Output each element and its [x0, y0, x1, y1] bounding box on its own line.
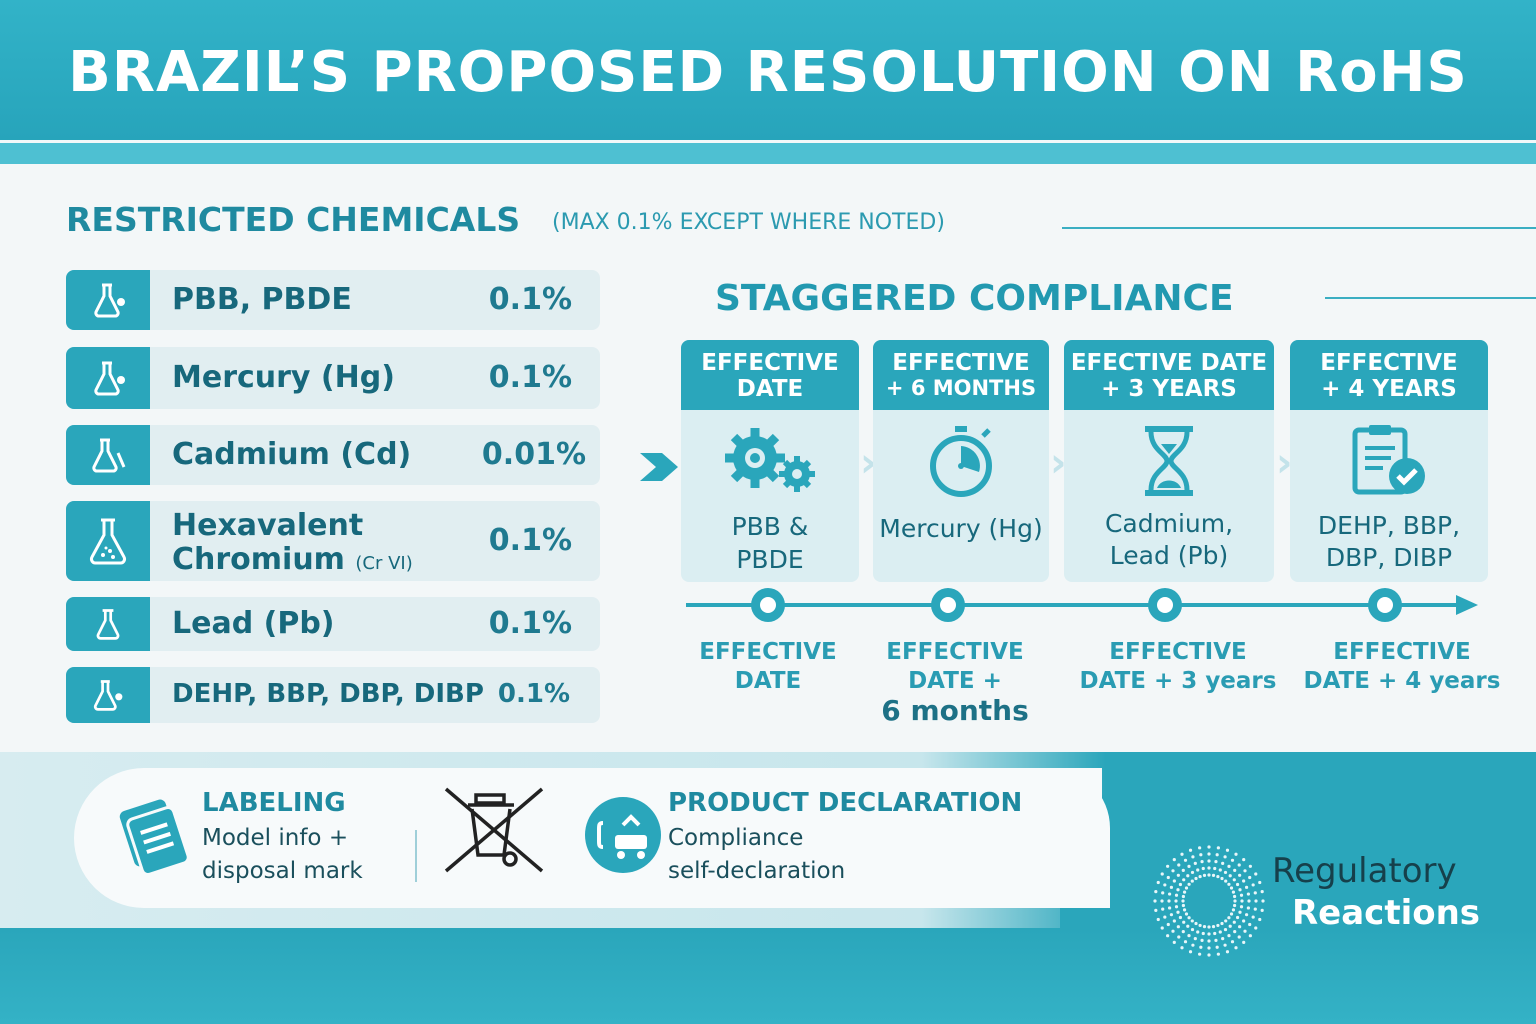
- title-banner: [0, 0, 1536, 140]
- chemical-name: Lead (Pb): [172, 606, 335, 641]
- chemical-name: Hexavalent Chromium (Cr VI): [172, 508, 413, 577]
- chemical-limit: 0.1%: [488, 360, 572, 395]
- chemical-row-phthalates: DEHP, BBP, DBP, DIBP 0.1%: [66, 667, 600, 723]
- page-title: BRAZIL’S PROPOSED RESOLUTION ON RoHS: [68, 40, 1468, 105]
- flask-icon: [66, 501, 150, 581]
- timeline-label: EFFECTIVE DATE: [699, 639, 837, 694]
- timeline-marker: [1368, 588, 1402, 622]
- timeline-line: [686, 603, 1466, 607]
- compliance-card-6-months: EFFECTIVE + 6 MONTHS Mercury (Hg): [873, 340, 1049, 582]
- chemical-name: DEHP, BBP, DBP, DIBP: [172, 679, 484, 709]
- restricted-heading: RESTRICTED CHEMICALS: [66, 200, 521, 239]
- card-substances: Cadmium, Lead (Pb): [1104, 509, 1234, 570]
- declaration-text: Compliance self-declaration: [668, 825, 846, 884]
- crossed-bin-icon: [444, 787, 544, 873]
- flask-icon: [66, 270, 150, 330]
- card-substances: DEHP, BBP, DBP, DIBP: [1317, 511, 1461, 572]
- sunburst-logo-icon: [1153, 845, 1265, 957]
- labeling-text: Model info + disposal mark: [202, 825, 363, 884]
- title-banner-stripe: [0, 140, 1536, 164]
- requirements-panel-edge: [1030, 768, 1110, 908]
- gears-icon: [681, 422, 859, 502]
- clipboard-check-icon: [1290, 422, 1488, 502]
- timeline-arrow-icon: [1456, 595, 1478, 615]
- chevron-right-icon: ›: [860, 440, 877, 486]
- card-header: EFFECTIVE DATE: [681, 340, 859, 410]
- product-declaration-icon: [585, 797, 661, 873]
- restricted-subheading: (MAX 0.1% EXCEPT WHERE NOTED): [552, 210, 945, 235]
- chevron-right-icon: ›: [1276, 440, 1293, 486]
- chemical-name: PBB, PBDE: [172, 282, 352, 317]
- timeline-label: EFFECTIVE DATE + 4 years: [1303, 639, 1501, 694]
- chemical-row-mercury: Mercury (Hg) 0.1%: [66, 347, 600, 409]
- chevron-right-icon: ›: [1050, 440, 1067, 486]
- chevron-right-icon: [640, 453, 678, 481]
- document-stack-icon: [119, 799, 190, 876]
- chemical-limit: 0.1%: [497, 679, 570, 709]
- chemical-row-pbb: PBB, PBDE 0.1%: [66, 270, 600, 330]
- timeline-label: EFFECTIVE DATE + 3 years: [1079, 639, 1277, 694]
- chemical-row-lead: Lead (Pb) 0.1%: [66, 597, 600, 651]
- chemical-name: Cadmium (Cd): [172, 437, 412, 472]
- chemical-limit: 0.01%: [481, 437, 586, 472]
- declaration-title: PRODUCT DECLARATION: [668, 788, 1023, 818]
- chemical-row-cadmium: Cadmium (Cd) 0.01%: [66, 425, 600, 485]
- timeline-marker: [931, 588, 965, 622]
- brand-panel: [1060, 795, 1536, 928]
- timeline-marker: [1148, 588, 1182, 622]
- flask-icon: [66, 425, 150, 485]
- timeline-label: EFFECTIVE DATE +6 months: [881, 639, 1029, 727]
- footer-bar: [0, 928, 1536, 1024]
- brand-name: Regulatory Reactions: [1272, 851, 1481, 933]
- card-header: EFFECTIVE + 4 YEARS: [1290, 340, 1488, 410]
- compliance-card-effective: EFFECTIVE DATE PBB & PBDE: [681, 340, 859, 582]
- labeling-title: LABELING: [202, 788, 346, 818]
- stopwatch-icon: [873, 422, 1049, 502]
- compliance-card-3-years: EFECTIVE DATE + 3 YEARS Cadmium, Lead (Pb): [1064, 340, 1274, 582]
- flask-icon: [66, 667, 150, 723]
- heading-rule: [1325, 297, 1536, 299]
- chemical-limit: 0.1%: [488, 606, 572, 641]
- card-header: EFECTIVE DATE + 3 YEARS: [1064, 340, 1274, 410]
- heading-rule: [1062, 227, 1536, 229]
- divider: [415, 830, 417, 882]
- flask-icon: [66, 347, 150, 409]
- card-substances: Mercury (Hg): [879, 514, 1043, 543]
- chemical-row-chromium: Hexavalent Chromium (Cr VI) 0.1%: [66, 501, 600, 581]
- card-header: EFFECTIVE + 6 MONTHS: [873, 340, 1049, 410]
- chemical-name: Mercury (Hg): [172, 360, 395, 395]
- staggered-heading: STAGGERED COMPLIANCE: [715, 278, 1234, 319]
- chemical-limit: 0.1%: [488, 523, 572, 558]
- card-substances: PBB & PBDE: [731, 512, 809, 574]
- chemical-limit: 0.1%: [488, 282, 572, 317]
- hourglass-icon: [1064, 422, 1274, 502]
- timeline-marker: [751, 588, 785, 622]
- flask-icon: [66, 597, 150, 651]
- compliance-card-4-years: EFFECTIVE + 4 YEARS DEHP, BBP, DBP, DIBP: [1290, 340, 1488, 582]
